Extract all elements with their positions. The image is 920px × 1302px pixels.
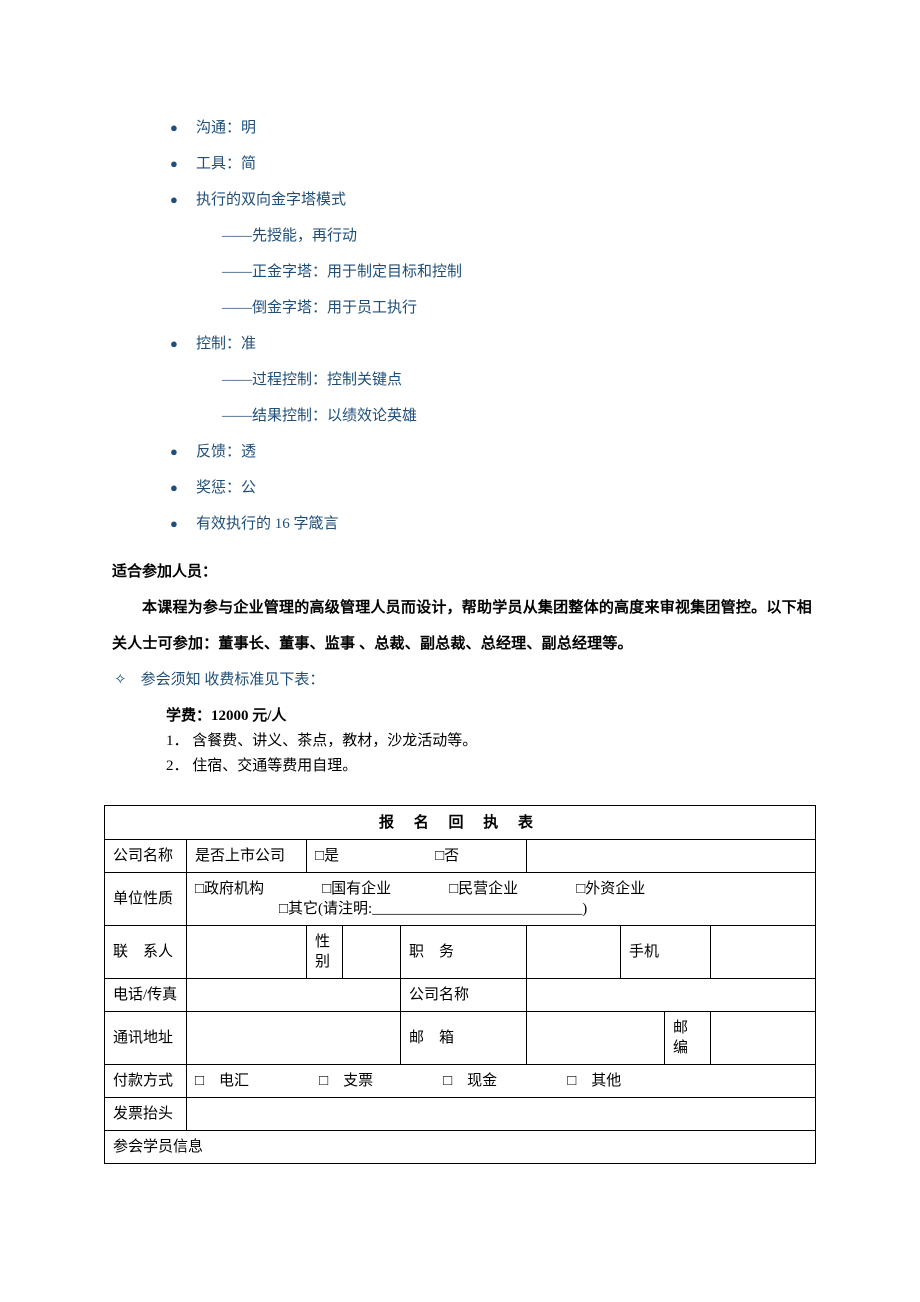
field-position[interactable] <box>527 926 621 979</box>
label-postcode: 邮编 <box>665 1012 711 1065</box>
table-row: 电话/传真 公司名称 <box>105 979 816 1012</box>
field-company-name2[interactable] <box>527 979 816 1012</box>
field-blank[interactable] <box>527 840 816 873</box>
label-invoice-title: 发票抬头 <box>105 1098 187 1131</box>
field-is-listed[interactable]: □是 □否 <box>307 840 527 873</box>
fee-notice-label: 参会须知 收费标准见下表： <box>141 672 325 688</box>
outline-item: 控制：准 <box>104 326 816 362</box>
diamond-icon: ✧ <box>114 672 127 688</box>
document-page: 沟通：明 工具：简 执行的双向金字塔模式 ——先授能，再行动 ——正金字塔：用于… <box>0 0 920 1224</box>
checkbox-foreign[interactable]: □外资企业 <box>576 881 645 897</box>
outline-subitem: ——先授能，再行动 <box>104 218 816 254</box>
checkbox-wire[interactable]: □ 电汇 <box>195 1073 249 1089</box>
audience-body: 本课程为参与企业管理的高级管理人员而设计，帮助学员从集团整体的高度来审视集团管控… <box>104 590 816 662</box>
label-is-listed: 是否上市公司 <box>187 840 307 873</box>
form-title: 报 名 回 执 表 <box>105 806 816 840</box>
table-row: 单位性质 □政府机构 □国有企业 □民营企业 □外资企业 □其它(请注明:______… <box>105 873 816 926</box>
outline-item: 反馈：透 <box>104 434 816 470</box>
field-email[interactable] <box>527 1012 665 1065</box>
label-company-name2: 公司名称 <box>401 979 527 1012</box>
outline-subitem: ——结果控制：以绩效论英雄 <box>104 398 816 434</box>
outline-list: 沟通：明 工具：简 执行的双向金字塔模式 ——先授能，再行动 ——正金字塔：用于… <box>104 110 816 542</box>
table-row: 付款方式 □ 电汇 □ 支票 □ 现金 □ 其他 <box>105 1065 816 1098</box>
field-postcode[interactable] <box>711 1012 816 1065</box>
label-tel-fax: 电话/传真 <box>105 979 187 1012</box>
outline-subitem: ——倒金字塔：用于员工执行 <box>104 290 816 326</box>
outline-item: 奖惩：公 <box>104 470 816 506</box>
outline-item: 工具：简 <box>104 146 816 182</box>
field-mobile[interactable] <box>711 926 816 979</box>
checkbox-no[interactable]: □否 <box>435 848 459 864</box>
audience-heading: 适合参加人员： <box>104 554 816 590</box>
label-payment: 付款方式 <box>105 1065 187 1098</box>
checkbox-other[interactable]: □其它(请注明:____________________________) <box>195 899 807 919</box>
outline-item: 执行的双向金字塔模式 <box>104 182 816 218</box>
field-contact[interactable] <box>187 926 307 979</box>
fee-line: 1． 含餐费、讲义、茶点，教材，沙龙活动等。 <box>166 729 816 754</box>
fee-title: 学费：12000 元/人 <box>166 704 816 729</box>
field-address[interactable] <box>187 1012 401 1065</box>
field-gender[interactable] <box>343 926 401 979</box>
fee-line: 2． 住宿、交通等费用自理。 <box>166 754 816 779</box>
field-payment[interactable]: □ 电汇 □ 支票 □ 现金 □ 其他 <box>187 1065 816 1098</box>
label-gender: 性别 <box>307 926 343 979</box>
label-email: 邮 箱 <box>401 1012 527 1065</box>
label-attendee-info: 参会学员信息 <box>105 1131 816 1164</box>
label-org-nature: 单位性质 <box>105 873 187 926</box>
fee-notice-line: ✧ 参会须知 收费标准见下表： <box>104 662 816 698</box>
field-invoice-title[interactable] <box>187 1098 816 1131</box>
table-row: 报 名 回 执 表 <box>105 806 816 840</box>
field-org-nature[interactable]: □政府机构 □国有企业 □民营企业 □外资企业 □其它(请注明:___________… <box>187 873 816 926</box>
checkbox-cheque[interactable]: □ 支票 <box>319 1073 373 1089</box>
checkbox-cash[interactable]: □ 现金 <box>443 1073 497 1089</box>
table-row: 联 系人 性别 职 务 手机 <box>105 926 816 979</box>
table-row: 通讯地址 邮 箱 邮编 <box>105 1012 816 1065</box>
fee-block: 学费：12000 元/人 1． 含餐费、讲义、茶点，教材，沙龙活动等。 2． 住… <box>104 698 816 797</box>
table-row: 参会学员信息 <box>105 1131 816 1164</box>
outline-subitem: ——正金字塔：用于制定目标和控制 <box>104 254 816 290</box>
field-tel-fax[interactable] <box>187 979 401 1012</box>
outline-item: 有效执行的 16 字箴言 <box>104 506 816 542</box>
table-row: 发票抬头 <box>105 1098 816 1131</box>
label-address: 通讯地址 <box>105 1012 187 1065</box>
checkbox-gov[interactable]: □政府机构 <box>195 881 264 897</box>
checkbox-other[interactable]: □ 其他 <box>567 1073 621 1089</box>
checkbox-soe[interactable]: □国有企业 <box>322 881 391 897</box>
outline-subitem: ——过程控制：控制关键点 <box>104 362 816 398</box>
label-mobile: 手机 <box>621 926 711 979</box>
label-position: 职 务 <box>401 926 527 979</box>
checkbox-private[interactable]: □民营企业 <box>449 881 518 897</box>
checkbox-yes[interactable]: □是 <box>315 848 339 864</box>
label-contact: 联 系人 <box>105 926 187 979</box>
outline-item: 沟通：明 <box>104 110 816 146</box>
label-company-name: 公司名称 <box>105 840 187 873</box>
table-row: 公司名称 是否上市公司 □是 □否 <box>105 840 816 873</box>
registration-form-table: 报 名 回 执 表 公司名称 是否上市公司 □是 □否 单位性质 □政府机构 □国有… <box>104 805 816 1164</box>
